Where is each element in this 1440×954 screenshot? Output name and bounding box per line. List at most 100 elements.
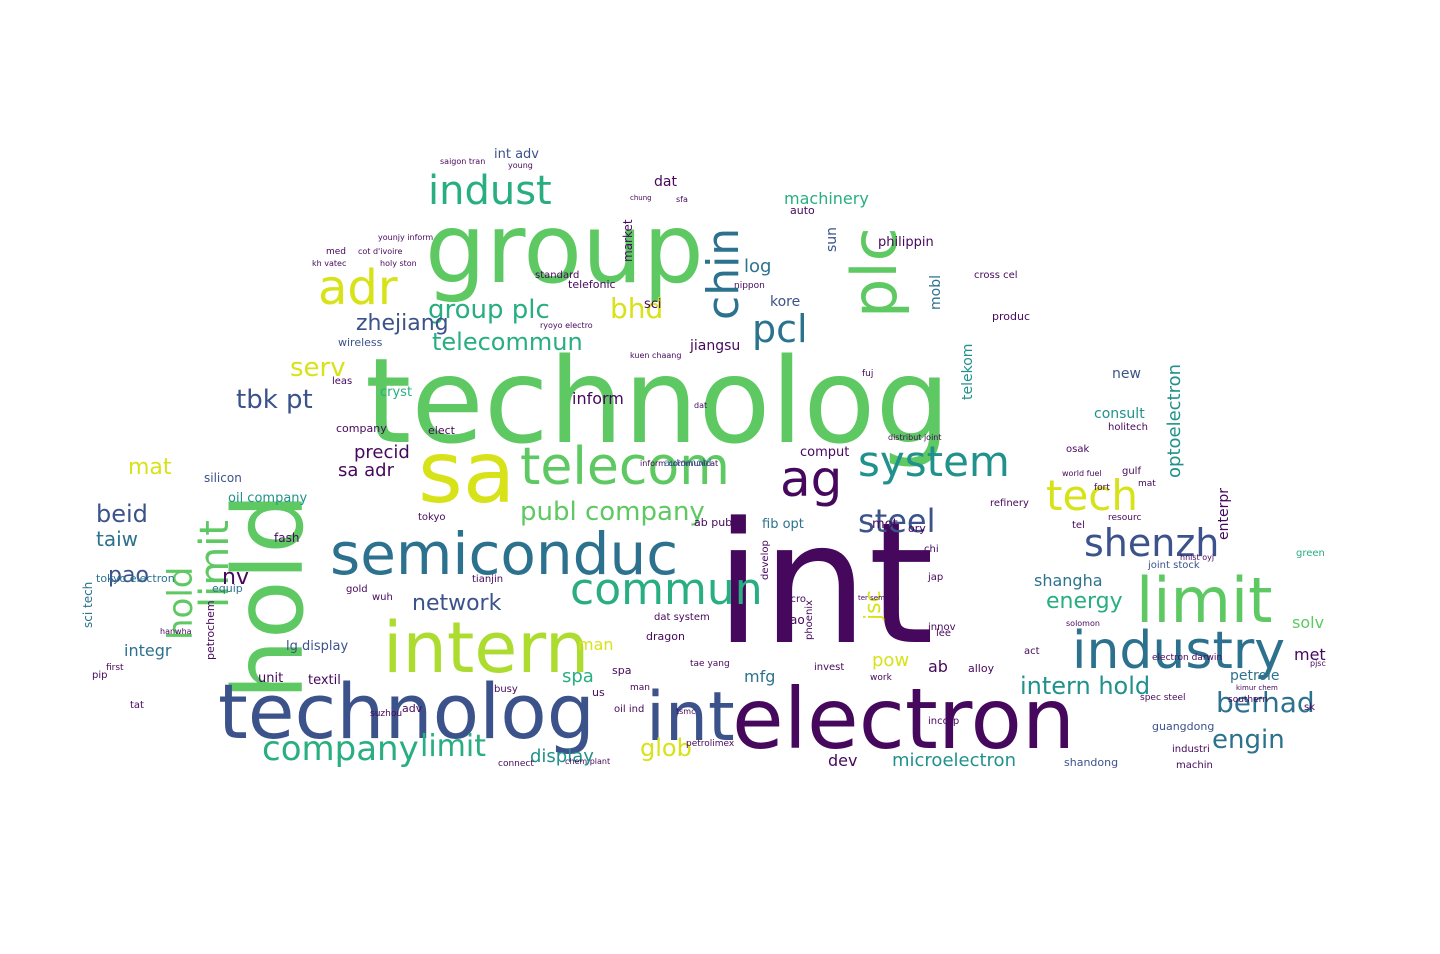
word-ao: ao: [790, 613, 805, 627]
word-us: us: [592, 686, 605, 699]
word-tianjin: tianjin: [472, 574, 503, 585]
word-incorp: incorp: [928, 716, 959, 727]
word-tokyo-electron: tokyo electron: [96, 572, 175, 585]
word-indust: indust: [428, 168, 552, 214]
word-shangha: shangha: [1034, 571, 1103, 590]
word-mfg: mfg: [744, 667, 775, 686]
word-new: new: [1112, 366, 1141, 382]
word-ter-semicon: ter semicon: [858, 594, 899, 602]
word-tokyo: tokyo: [418, 512, 446, 523]
word-standard: standard: [535, 270, 579, 281]
word-comput: comput: [800, 445, 849, 460]
word-adr: adr: [318, 260, 398, 316]
word-serv: serv: [290, 353, 346, 383]
word-resourc: resourc: [1108, 513, 1141, 523]
word-int-large: int: [715, 486, 934, 682]
word-petrole: petrole: [1230, 668, 1280, 684]
word-intern: intern: [383, 607, 589, 689]
word-hold-small-vertical: hold: [161, 567, 201, 640]
word-bhd: bhd: [610, 292, 663, 325]
word-tbk-pt: tbk pt: [236, 385, 313, 415]
word-gulf: gulf: [1122, 466, 1141, 477]
word-suzhou: suzhou: [370, 709, 402, 719]
word-petrolimex: petrolimex: [686, 739, 735, 749]
word-auto: auto: [790, 204, 815, 217]
word-display: display: [530, 746, 594, 767]
word-chung: chung: [630, 194, 652, 202]
word-steel: steel: [858, 502, 935, 540]
word-jap: jap: [927, 572, 943, 583]
word-inform-communicat: inform communicat: [640, 459, 718, 468]
word-tat: tat: [130, 700, 144, 711]
word-ag: ag: [780, 450, 842, 508]
word-limit-vertical: limit: [192, 520, 238, 608]
word-young: young: [508, 161, 533, 170]
word-solomon: solomon: [1066, 619, 1100, 628]
word-cross-cel: cross cel: [974, 270, 1018, 281]
word-phoenix-vertical: phoenix: [804, 600, 815, 640]
word-berhad: berhad: [1216, 686, 1315, 719]
word-sci-tech-vertical: sci tech: [81, 582, 95, 628]
word-tae-yang: tae yang: [690, 659, 730, 669]
word-man-small: man: [630, 683, 650, 693]
word-taiw: taiw: [96, 527, 138, 551]
word-shandong: shandong: [1064, 756, 1118, 769]
word-automobl: automobl: [664, 458, 712, 469]
word-industry: industry: [1072, 621, 1285, 681]
word-alloy: alloy: [968, 662, 995, 675]
word-system: system: [858, 437, 1010, 486]
word-chi: chi: [924, 544, 939, 555]
word-group: group: [425, 193, 704, 305]
word-hanwha: hanwha: [160, 627, 192, 636]
word-fort: fort: [1094, 483, 1110, 493]
word-invest: invest: [814, 662, 844, 673]
word-mat-small: mat: [1138, 479, 1156, 489]
word-younjy-inform: younjy inform: [378, 233, 433, 242]
word-act: act: [1024, 646, 1040, 657]
word-kh-vatec: kh vatec: [312, 259, 346, 268]
word-telecom: telecom: [520, 437, 730, 497]
word-telecommun: telecommun: [432, 328, 583, 356]
word-machin: machin: [1176, 760, 1213, 771]
word-southern: southern: [1228, 695, 1268, 705]
word-ryoyo-electro: ryoyo electro: [540, 321, 593, 330]
word-jsc-vertical: jsc: [861, 590, 886, 621]
word-innov: innov: [928, 622, 956, 633]
word-mot: mot: [872, 517, 898, 532]
word-mat: mat: [128, 455, 172, 480]
word-consult: consult: [1094, 406, 1145, 422]
word-industri: industri: [1172, 744, 1210, 755]
word-chem-plant: chem plant: [565, 757, 610, 766]
word-ory: ory: [908, 522, 926, 535]
word-zhejiang: zhejiang: [356, 311, 449, 336]
word-elect: elect: [428, 424, 456, 437]
word-kore: kore: [770, 294, 800, 310]
word-lg-display: lg display: [286, 639, 348, 654]
word-saigon-tran: saigon tran: [440, 157, 485, 166]
word-pip: pip: [92, 670, 107, 681]
word-tsmc: tsmc: [676, 707, 696, 716]
word-leas: leas: [332, 376, 352, 387]
word-oil-ind: oil ind: [614, 704, 644, 715]
word-semiconduc: semiconduc: [330, 520, 678, 588]
word-glob: glob: [640, 734, 692, 762]
word-dragon: dragon: [646, 630, 685, 643]
word-joint-stock: joint stock: [1147, 560, 1200, 571]
word-textil: textil: [308, 673, 341, 688]
word-hold-vertical: hold: [213, 493, 325, 700]
word-fuj: fuj: [862, 369, 873, 379]
word-dat-small: dat: [694, 401, 707, 410]
word-spa: spa: [562, 666, 594, 687]
word-met: met: [1294, 645, 1326, 664]
word-tech: tech: [1046, 471, 1138, 520]
word-hnist-oyj: hnist oyj: [1180, 553, 1214, 562]
word-wireless: wireless: [338, 336, 383, 349]
word-inform: inform: [572, 389, 624, 408]
word-sa-adr: sa adr: [338, 460, 395, 481]
word-log: log: [744, 256, 771, 277]
word-integr: integr: [124, 641, 172, 660]
word-electron: electron: [732, 670, 1075, 768]
word-shenzh: shenzh: [1084, 521, 1219, 565]
word-petrochem-vertical: petrochem: [204, 600, 217, 660]
word-man: man: [578, 635, 614, 654]
